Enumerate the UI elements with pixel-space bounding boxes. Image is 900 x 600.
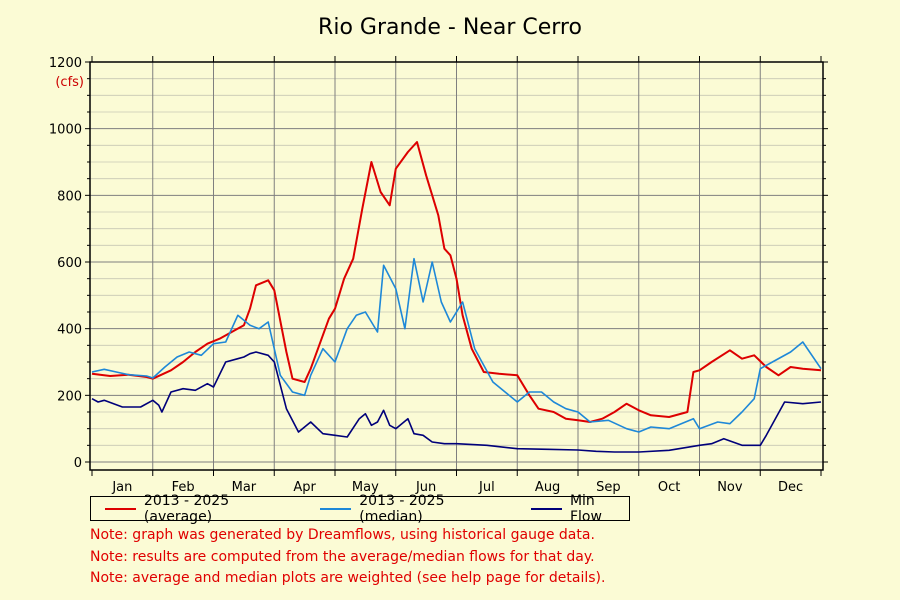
x-tick-label: Jun bbox=[415, 480, 436, 495]
legend-item-median: 2013 - 2025 (median) bbox=[320, 493, 507, 525]
series-line-2 bbox=[91, 351, 822, 453]
x-tick-label: Aug bbox=[535, 480, 560, 495]
x-tick-label: Oct bbox=[658, 480, 680, 495]
legend-label-min-flow: Min Flow bbox=[569, 492, 602, 525]
y-tick-label: 800 bbox=[57, 189, 82, 204]
x-tick-label: May bbox=[352, 480, 379, 495]
y-tick-label: 1000 bbox=[49, 123, 82, 138]
x-axis: Jan Feb Mar Apr May Jun Jul Aug Sep Oct Nov Dec bbox=[91, 56, 822, 495]
series-line-1 bbox=[91, 257, 822, 433]
note-line: Note: average and median plots are weigh… bbox=[90, 570, 606, 586]
legend-swatch-average bbox=[105, 507, 136, 510]
series-line-0 bbox=[91, 141, 822, 423]
series-group bbox=[91, 141, 822, 453]
x-tick-label: Mar bbox=[232, 480, 257, 495]
y-axis: 0 200 400 600 800 1000 1200 bbox=[49, 56, 828, 471]
note-line: Note: graph was generated by Dreamflows,… bbox=[90, 527, 595, 543]
legend-label-average: 2013 - 2025 (average) bbox=[143, 492, 230, 525]
chart-title: Rio Grande - Near Cerro bbox=[318, 15, 582, 40]
y-tick-label: 400 bbox=[57, 323, 82, 338]
legend-label-median: 2013 - 2025 (median) bbox=[359, 492, 445, 525]
y-tick-label: 600 bbox=[57, 256, 82, 271]
notes: Note: graph was generated by Dreamflows,… bbox=[90, 525, 605, 590]
y-tick-label: 200 bbox=[57, 389, 82, 404]
y-unit-label: (cfs) bbox=[55, 75, 84, 90]
grid bbox=[90, 61, 823, 470]
y-tick-label: 1200 bbox=[49, 56, 82, 71]
legend: 2013 - 2025 (average) 2013 - 2025 (media… bbox=[90, 493, 630, 525]
x-tick-label: Feb bbox=[172, 480, 195, 495]
legend-item-min-flow: Min Flow bbox=[531, 493, 629, 525]
legend-swatch-min-flow bbox=[531, 507, 562, 510]
x-tick-label: Sep bbox=[596, 480, 621, 495]
x-tick-label: Jan bbox=[111, 480, 132, 495]
y-tick-label: 0 bbox=[74, 456, 82, 471]
note-line: Note: results are computed from the aver… bbox=[90, 548, 595, 565]
x-tick-label: Nov bbox=[717, 480, 743, 495]
x-tick-label: Dec bbox=[778, 480, 803, 495]
legend-swatch-median bbox=[320, 507, 352, 510]
x-tick-label: Jul bbox=[478, 480, 495, 495]
x-tick-label: Apr bbox=[293, 480, 316, 495]
legend-item-average: 2013 - 2025 (average) bbox=[105, 493, 296, 525]
